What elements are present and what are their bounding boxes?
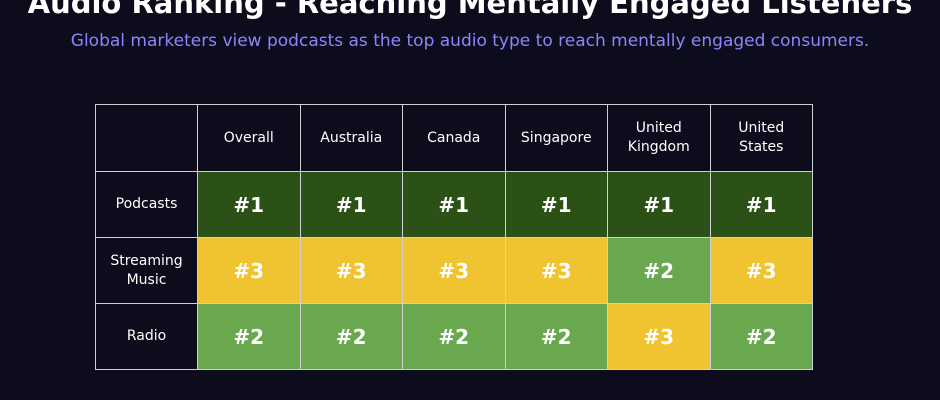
rank-cell: #1 xyxy=(607,171,711,238)
rank-cell: #3 xyxy=(709,237,813,304)
column-header: Australia xyxy=(299,104,403,172)
rank-cell: #1 xyxy=(402,171,506,238)
table-body: Podcasts #1 #1 #1 #1 #1 #1 Streaming Music #3 #3 #3… xyxy=(95,171,813,370)
rank-cell: #2 xyxy=(504,303,608,370)
rank-cell: #2 xyxy=(709,303,813,370)
column-header: Overall xyxy=(197,104,301,172)
corner-cell xyxy=(95,104,198,172)
rank-cell: #1 xyxy=(197,171,301,238)
chart-title: Audio Ranking - Reaching Mentally Engage… xyxy=(27,0,913,20)
rank-cell: #3 xyxy=(197,237,301,304)
table-row: Streaming Music #3 #3 #3 #3 #2 #3 xyxy=(95,237,813,304)
rank-cell: #2 xyxy=(299,303,403,370)
rank-cell: #1 xyxy=(299,171,403,238)
rank-cell: #3 xyxy=(504,237,608,304)
rank-cell: #2 xyxy=(402,303,506,370)
header-row: Overall Australia Canada Singapore United Kin… xyxy=(95,104,813,172)
rank-cell: #2 xyxy=(607,237,711,304)
rank-cell: #3 xyxy=(607,303,711,370)
table-row: Radio #2 #2 #2 #2 #3 #2 xyxy=(95,303,813,370)
rank-cell: #1 xyxy=(504,171,608,238)
rank-cell: #3 xyxy=(402,237,506,304)
rank-cell: #3 xyxy=(299,237,403,304)
table-row: Podcasts #1 #1 #1 #1 #1 #1 xyxy=(95,171,813,238)
row-header: Podcasts xyxy=(95,171,198,238)
rank-cell: #2 xyxy=(197,303,301,370)
column-header: Singapore xyxy=(504,104,608,172)
ranking-table: Overall Australia Canada Singapore United Kin… xyxy=(95,104,813,370)
row-header: Streaming Music xyxy=(95,237,198,304)
column-header: Canada xyxy=(402,104,506,172)
chart-subtitle: Global marketers view podcasts as the to… xyxy=(70,31,870,51)
row-header: Radio xyxy=(95,303,198,370)
column-header: United Kingdom xyxy=(607,104,711,172)
column-header: United States xyxy=(709,104,813,172)
rank-cell: #1 xyxy=(709,171,813,238)
